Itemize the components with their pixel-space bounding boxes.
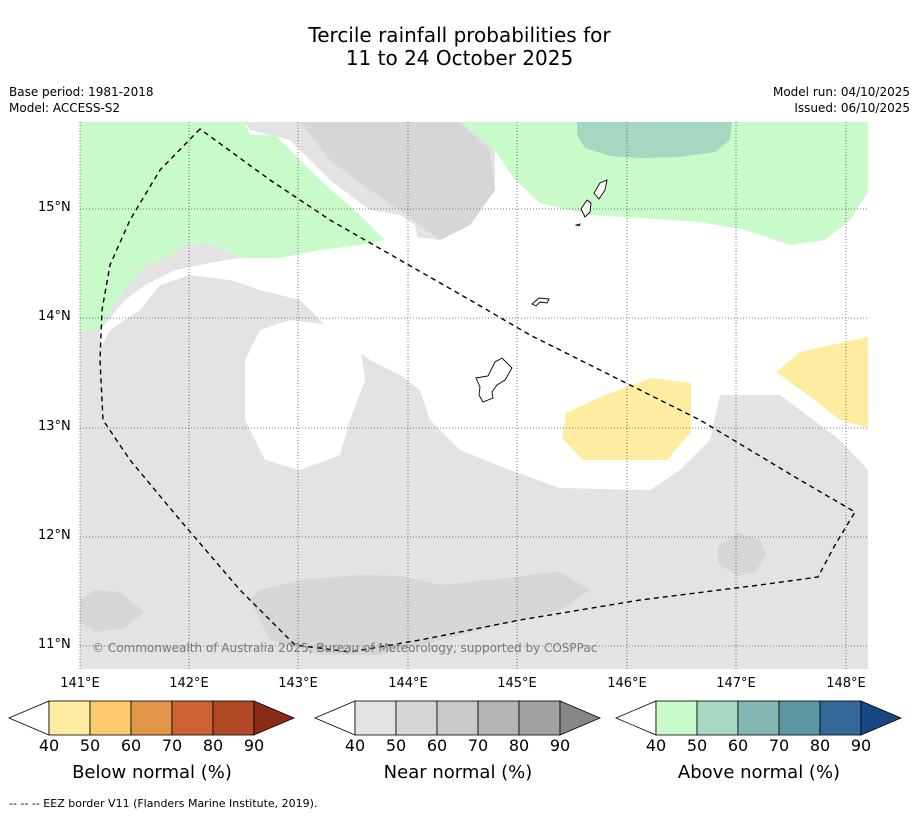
colorbar-segment bbox=[48, 700, 91, 736]
title-line-2: 11 to 24 October 2025 bbox=[345, 46, 574, 70]
colorbar-tick-label: 40 bbox=[645, 736, 667, 755]
colorbar-tick-label: 90 bbox=[850, 736, 872, 755]
colorbar-title-near: Near normal (%) bbox=[383, 762, 533, 783]
lon-label-142: 142°E bbox=[169, 676, 209, 691]
lon-label-141: 141°E bbox=[60, 676, 100, 691]
below-normal-center bbox=[562, 378, 691, 460]
colorbar-segment bbox=[655, 700, 698, 736]
graticule bbox=[79, 122, 868, 669]
colorbar-title-above: Above normal (%) bbox=[677, 762, 841, 783]
colorbar-segment bbox=[436, 700, 479, 736]
colorbar-below-normal bbox=[8, 700, 296, 736]
lat-label-12: 12°N bbox=[38, 528, 71, 543]
below-normal-east bbox=[776, 337, 868, 428]
colorbar-segment bbox=[737, 700, 780, 736]
colorbar-tick-label: 60 bbox=[727, 736, 749, 755]
meta-right: Model run: 04/10/2025 Issued: 06/10/2025 bbox=[773, 84, 910, 116]
colorbar-tick-label: 50 bbox=[385, 736, 407, 755]
colorbar-segment bbox=[171, 700, 214, 736]
rota-island bbox=[531, 297, 550, 307]
colorbar-segment bbox=[354, 700, 397, 736]
lon-label-146: 146°E bbox=[607, 676, 647, 691]
colorbar-tick-label: 70 bbox=[161, 736, 183, 755]
colorbar-tick-label: 60 bbox=[120, 736, 142, 755]
colorbar-tick-label: 80 bbox=[508, 736, 530, 755]
colorbar-segment bbox=[477, 700, 520, 736]
near-normal-50-east bbox=[718, 533, 766, 576]
islands bbox=[475, 179, 608, 403]
lon-label-143: 143°E bbox=[278, 676, 318, 691]
above-normal-50-north-east bbox=[577, 122, 732, 158]
guam-island bbox=[475, 357, 513, 403]
near-normal-50-west bbox=[80, 590, 145, 632]
eez-footnote: -- -- -- EEZ border V11 (Flanders Marine… bbox=[9, 797, 318, 810]
above-normal-north-west bbox=[80, 122, 385, 330]
colorbar-tick-label: 60 bbox=[426, 736, 448, 755]
white-pocket bbox=[245, 320, 365, 470]
lon-label-147: 147°E bbox=[716, 676, 756, 691]
aguijan-island bbox=[574, 223, 581, 227]
colorbar-tick-label: 80 bbox=[809, 736, 831, 755]
colorbar-tick-label: 90 bbox=[243, 736, 265, 755]
colorbar-above-normal bbox=[615, 700, 903, 736]
lon-label-148: 148°E bbox=[826, 676, 866, 691]
colorbar-segment bbox=[819, 700, 862, 736]
colorbar-tick-label: 50 bbox=[686, 736, 708, 755]
map-fill bbox=[80, 122, 868, 669]
lon-label-145: 145°E bbox=[497, 676, 537, 691]
colorbar-extend-max bbox=[860, 700, 903, 736]
near-normal-50-north bbox=[300, 122, 495, 240]
eez-border bbox=[99, 128, 856, 653]
title-line-1: Tercile rainfall probabilities for bbox=[308, 23, 611, 47]
colorbar-near-normal bbox=[314, 700, 602, 736]
model-name: Model: ACCESS-S2 bbox=[9, 101, 121, 115]
lat-label-14: 14°N bbox=[38, 309, 71, 324]
copyright-notice: © Commonwealth of Australia 2025, Bureau… bbox=[92, 641, 598, 655]
tinian-island bbox=[580, 199, 592, 218]
colorbar-segment bbox=[395, 700, 438, 736]
lon-label-144: 144°E bbox=[388, 676, 428, 691]
colorbar-tick-label: 70 bbox=[768, 736, 790, 755]
colorbar-tick-label: 70 bbox=[467, 736, 489, 755]
colorbar-tick-label: 40 bbox=[344, 736, 366, 755]
colorbar-segment bbox=[130, 700, 173, 736]
meta-left: Base period: 1981-2018 Model: ACCESS-S2 bbox=[9, 84, 154, 116]
saipan-island bbox=[593, 179, 608, 200]
lat-label-11: 11°N bbox=[38, 637, 71, 652]
map bbox=[79, 122, 868, 669]
colorbar-tick-label: 80 bbox=[202, 736, 224, 755]
colorbar-extend-max bbox=[253, 700, 296, 736]
colorbar-segment bbox=[212, 700, 255, 736]
base-period: Base period: 1981-2018 bbox=[9, 85, 154, 99]
colorbar-segment bbox=[518, 700, 561, 736]
near-normal-50-south bbox=[250, 572, 590, 655]
issued-date: Issued: 06/10/2025 bbox=[794, 101, 910, 115]
model-run: Model run: 04/10/2025 bbox=[772, 85, 910, 99]
colorbar-segment bbox=[778, 700, 821, 736]
colorbar-tick-label: 90 bbox=[549, 736, 571, 755]
colorbar-title-below: Below normal (%) bbox=[72, 762, 232, 783]
lat-label-15: 15°N bbox=[38, 200, 71, 215]
colorbar-segment bbox=[89, 700, 132, 736]
colorbar-tick-label: 50 bbox=[79, 736, 101, 755]
colorbar-segment bbox=[696, 700, 739, 736]
lat-label-13: 13°N bbox=[38, 419, 71, 434]
colorbar-tick-label: 40 bbox=[38, 736, 60, 755]
above-normal-north-east bbox=[462, 122, 868, 245]
colorbar-extend-max bbox=[559, 700, 602, 736]
